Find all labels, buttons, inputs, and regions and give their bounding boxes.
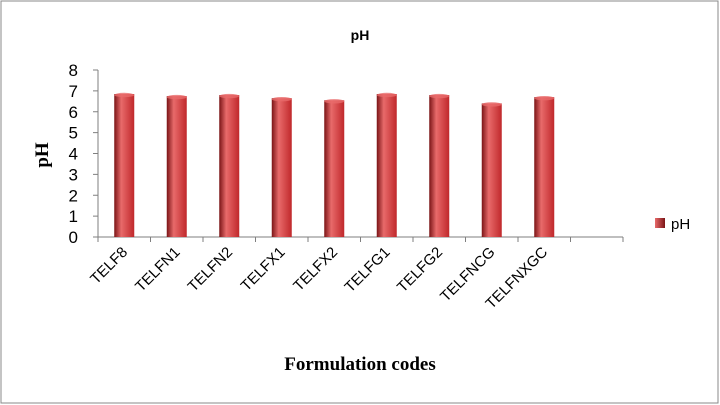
bar xyxy=(429,93,450,237)
y-axis-title: pH xyxy=(32,142,53,168)
bar-body xyxy=(114,94,135,237)
bar-body xyxy=(429,95,450,237)
y-tick-labels: 0 1 2 34 5 6 7 8 xyxy=(69,61,78,247)
bar-top xyxy=(429,93,450,99)
bars xyxy=(114,92,555,238)
y-tick-label: 8 xyxy=(69,61,78,80)
bar-body xyxy=(166,96,187,237)
bar-body xyxy=(534,97,555,237)
bar-top xyxy=(376,92,397,98)
y-tick-label: 2 xyxy=(69,186,78,205)
bar-body xyxy=(271,98,292,238)
bar-top xyxy=(324,99,345,104)
x-axis-title: Formulation codes xyxy=(284,354,435,375)
bar xyxy=(376,92,397,237)
bar-body xyxy=(376,94,397,237)
bar-body xyxy=(219,95,240,237)
bar-body xyxy=(481,103,502,238)
y-tick-label: 5 xyxy=(69,124,78,143)
bar xyxy=(219,93,240,237)
bar xyxy=(114,92,135,237)
y-tick-label: 1 xyxy=(69,207,78,226)
bar-top xyxy=(271,96,292,102)
bar-top xyxy=(481,102,502,107)
legend-label: pH xyxy=(671,216,690,233)
y-tick-label: 4 xyxy=(69,145,78,164)
y-tick-label: 6 xyxy=(69,103,78,122)
bar-body xyxy=(324,100,345,237)
bar-top xyxy=(114,92,135,98)
bar-top xyxy=(166,94,187,100)
y-tick-label: 0 xyxy=(69,228,78,247)
bar xyxy=(271,96,292,238)
legend-swatch xyxy=(655,218,665,228)
bar xyxy=(534,95,555,237)
bar xyxy=(481,102,502,238)
bar xyxy=(324,99,345,237)
y-tick-label: 7 xyxy=(69,82,78,101)
legend: pH xyxy=(655,216,690,233)
bar xyxy=(166,94,187,237)
bar-top xyxy=(534,95,555,101)
bar-top xyxy=(219,93,240,99)
chart-title: pH xyxy=(351,27,370,43)
y-tick-label: 3 xyxy=(69,165,78,184)
